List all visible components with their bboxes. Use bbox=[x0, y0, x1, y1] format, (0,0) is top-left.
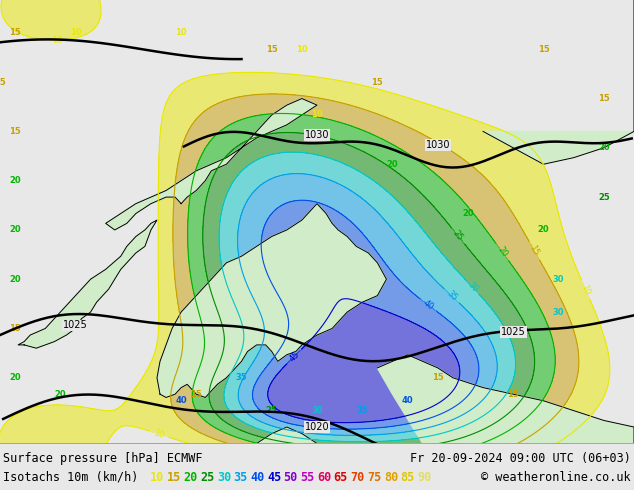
Text: 55: 55 bbox=[301, 471, 314, 484]
Text: 10: 10 bbox=[52, 35, 63, 45]
Text: 20: 20 bbox=[462, 209, 474, 218]
Text: © weatheronline.co.uk: © weatheronline.co.uk bbox=[481, 471, 631, 484]
Text: 15: 15 bbox=[10, 324, 21, 333]
Text: 60: 60 bbox=[317, 471, 331, 484]
Text: 40: 40 bbox=[250, 471, 264, 484]
Text: 70: 70 bbox=[351, 471, 365, 484]
Text: 15: 15 bbox=[266, 45, 278, 54]
Text: 20: 20 bbox=[538, 225, 549, 234]
Text: 25: 25 bbox=[451, 229, 465, 243]
Text: 15: 15 bbox=[528, 244, 541, 258]
Polygon shape bbox=[181, 427, 332, 490]
Text: 20: 20 bbox=[495, 245, 509, 259]
Text: 10: 10 bbox=[296, 45, 307, 54]
Text: 30: 30 bbox=[466, 280, 480, 294]
Text: 15: 15 bbox=[372, 77, 384, 87]
Text: 10: 10 bbox=[153, 428, 165, 440]
Text: 40: 40 bbox=[422, 298, 435, 312]
Text: Surface pressure [hPa] ECMWF: Surface pressure [hPa] ECMWF bbox=[3, 452, 202, 465]
Polygon shape bbox=[377, 355, 634, 443]
Text: Fr 20-09-2024 09:00 UTC (06+03): Fr 20-09-2024 09:00 UTC (06+03) bbox=[410, 452, 631, 465]
Text: 20: 20 bbox=[387, 160, 398, 169]
Text: 1025: 1025 bbox=[63, 320, 88, 330]
Text: 35: 35 bbox=[236, 373, 247, 382]
Text: 25: 25 bbox=[598, 193, 610, 201]
Text: 85: 85 bbox=[401, 471, 415, 484]
Text: 30: 30 bbox=[311, 406, 323, 415]
Text: 25: 25 bbox=[266, 406, 278, 415]
Text: 35: 35 bbox=[444, 289, 458, 303]
Text: 35: 35 bbox=[233, 471, 248, 484]
Text: 20: 20 bbox=[183, 471, 198, 484]
Polygon shape bbox=[157, 204, 387, 397]
Text: 15: 15 bbox=[432, 373, 444, 382]
Text: 15: 15 bbox=[10, 28, 21, 37]
Text: 30: 30 bbox=[553, 308, 564, 317]
Polygon shape bbox=[106, 98, 317, 230]
Text: 45: 45 bbox=[287, 350, 301, 364]
Text: 80: 80 bbox=[384, 471, 398, 484]
Text: 30: 30 bbox=[553, 275, 564, 284]
Text: 20: 20 bbox=[55, 390, 66, 399]
Text: 40: 40 bbox=[402, 396, 413, 405]
Text: 15: 15 bbox=[167, 471, 181, 484]
Text: 75: 75 bbox=[367, 471, 381, 484]
Text: 1020: 1020 bbox=[305, 422, 329, 432]
Text: 25: 25 bbox=[200, 471, 214, 484]
Text: 20: 20 bbox=[10, 373, 21, 382]
Text: 15: 15 bbox=[538, 45, 549, 54]
Text: 35: 35 bbox=[356, 406, 368, 415]
Polygon shape bbox=[483, 0, 634, 164]
Text: 10: 10 bbox=[579, 283, 592, 296]
Text: 15: 15 bbox=[190, 390, 202, 399]
Text: 15: 15 bbox=[0, 77, 6, 87]
Text: 10: 10 bbox=[311, 110, 323, 120]
Text: 1025: 1025 bbox=[501, 327, 526, 337]
Text: 65: 65 bbox=[333, 471, 348, 484]
Polygon shape bbox=[18, 220, 157, 348]
Text: 90: 90 bbox=[417, 471, 432, 484]
Text: Isotachs 10m (km/h): Isotachs 10m (km/h) bbox=[3, 471, 138, 484]
Text: 20: 20 bbox=[10, 225, 21, 234]
Text: 20: 20 bbox=[10, 176, 21, 185]
Text: 20: 20 bbox=[598, 143, 610, 152]
Text: 1030: 1030 bbox=[305, 130, 329, 140]
Text: 10: 10 bbox=[70, 28, 81, 37]
Text: 50: 50 bbox=[283, 471, 298, 484]
Text: 40: 40 bbox=[176, 396, 187, 405]
Text: 45: 45 bbox=[267, 471, 281, 484]
Text: 20: 20 bbox=[10, 275, 21, 284]
Text: 15: 15 bbox=[507, 390, 519, 399]
Text: 30: 30 bbox=[217, 471, 231, 484]
Text: 10: 10 bbox=[150, 471, 164, 484]
Text: 15: 15 bbox=[598, 94, 610, 103]
Text: 10: 10 bbox=[176, 28, 187, 37]
Text: 15: 15 bbox=[10, 127, 21, 136]
Text: 1030: 1030 bbox=[425, 140, 450, 150]
